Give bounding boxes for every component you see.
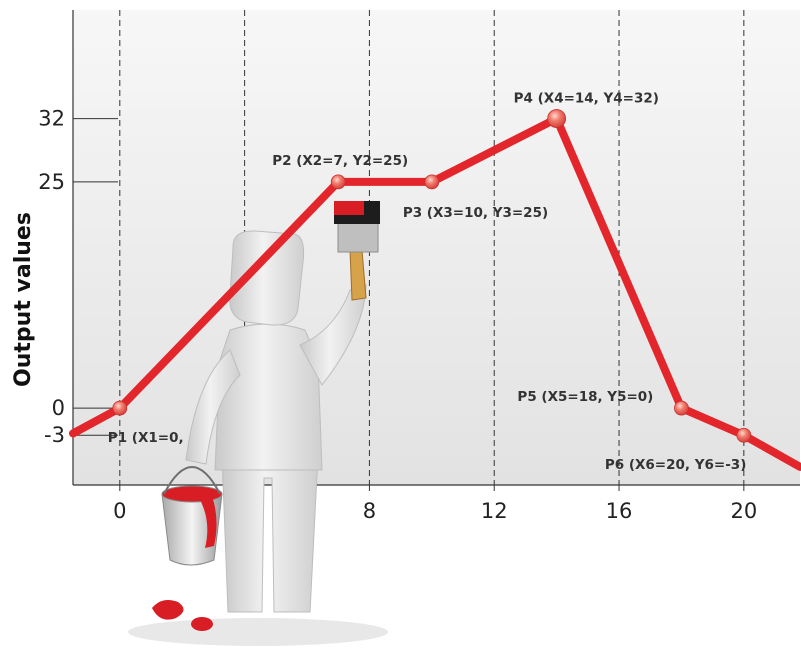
point-label: P6 (X6=20, Y6=-3) — [605, 457, 747, 473]
x-tick-label: 20 — [730, 499, 757, 523]
data-point — [331, 175, 345, 189]
x-tick-label: 8 — [363, 499, 376, 523]
x-tick-label: 12 — [481, 499, 508, 523]
y-tick-label: 32 — [38, 107, 65, 131]
data-point — [548, 110, 566, 128]
data-point — [113, 401, 127, 415]
x-tick-label: 16 — [606, 499, 633, 523]
point-label: P5 (X5=18, Y5=0) — [517, 389, 653, 405]
point-label: P3 (X3=10, Y3=25) — [403, 205, 548, 221]
x-tick-label: 0 — [113, 499, 126, 523]
paint-bucket-icon — [152, 467, 222, 631]
y-tick-label: 0 — [52, 396, 65, 420]
y-axis-title: Output values — [11, 212, 36, 387]
point-label: P4 (X4=14, Y4=32) — [514, 91, 659, 107]
data-point — [737, 428, 751, 442]
data-point — [425, 175, 439, 189]
point-label: P2 (X2=7, Y2=25) — [272, 153, 408, 169]
y-tick-label: -3 — [44, 423, 65, 447]
point-label: P1 (X1=0, — [108, 430, 184, 446]
data-point — [674, 401, 688, 415]
y-tick-label: 25 — [38, 170, 65, 194]
